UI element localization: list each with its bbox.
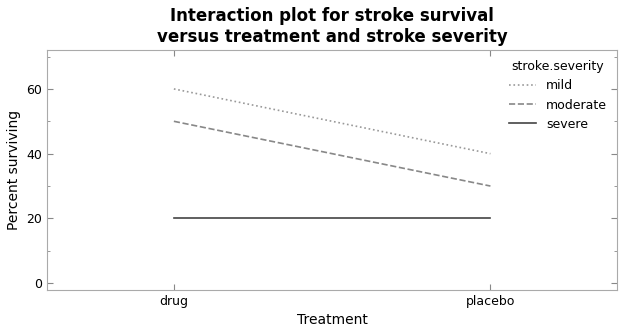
Title: Interaction plot for stroke survival
versus treatment and stroke severity: Interaction plot for stroke survival ver… <box>157 7 507 46</box>
Y-axis label: Percent surviving: Percent surviving <box>7 110 21 230</box>
Legend: mild, moderate, severe: mild, moderate, severe <box>505 56 611 135</box>
X-axis label: Treatment: Treatment <box>296 313 368 327</box>
